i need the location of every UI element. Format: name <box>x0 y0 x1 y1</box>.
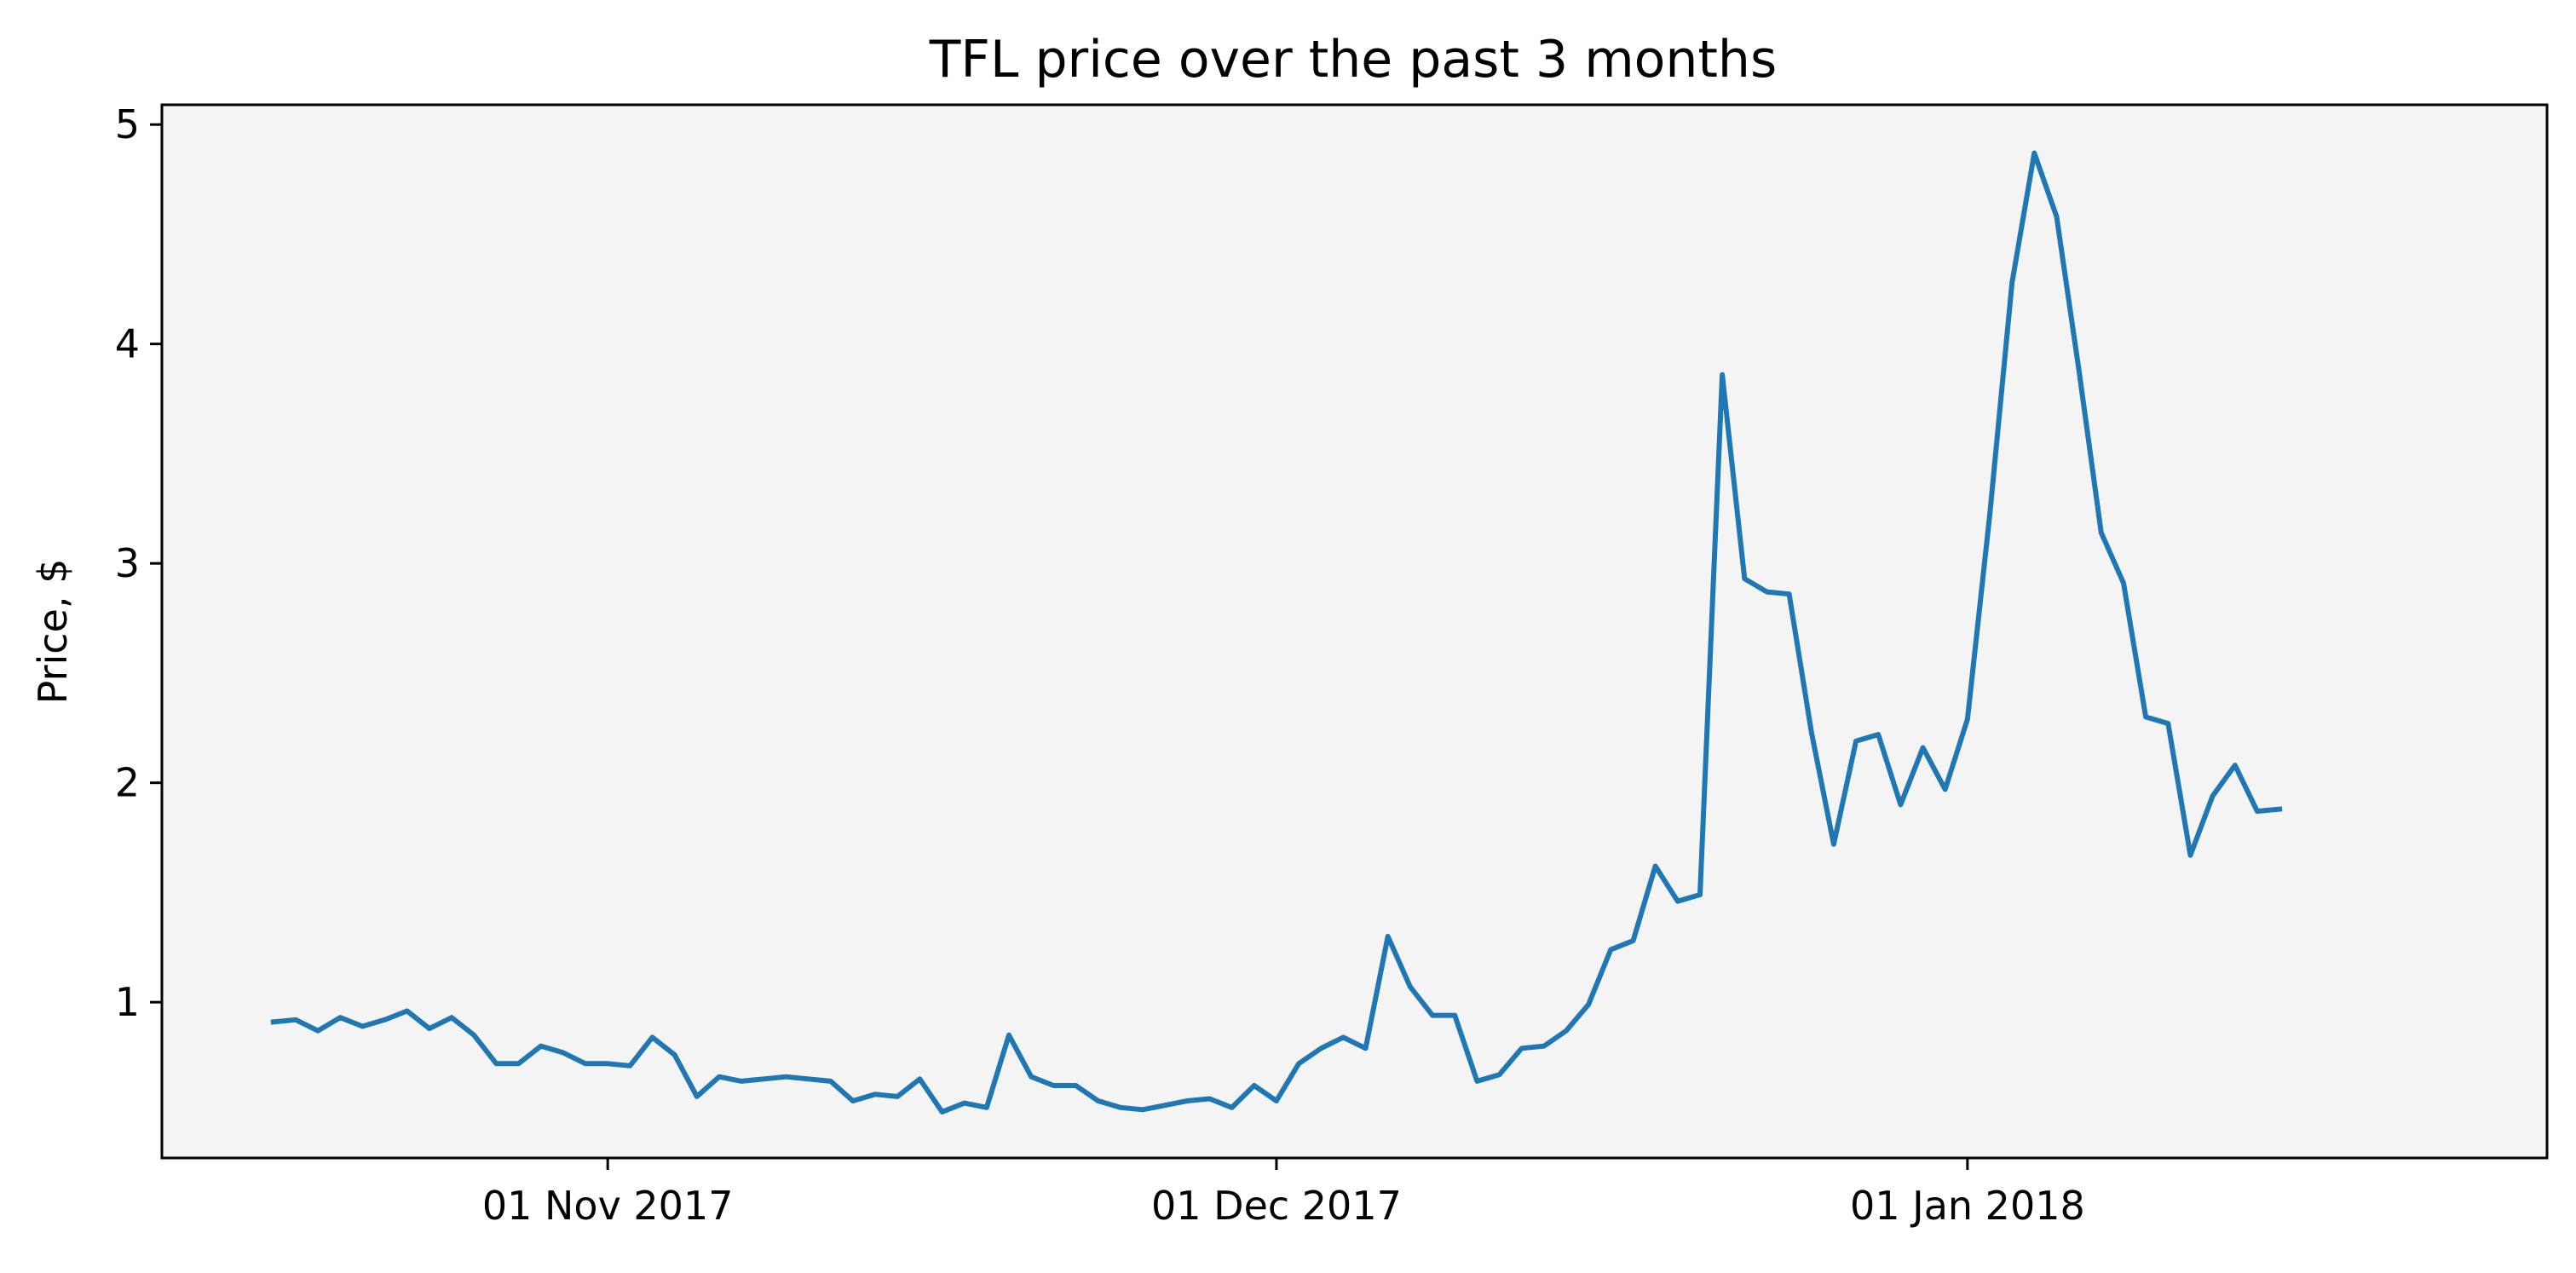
y-tick-label: 4 <box>115 321 140 367</box>
x-tick-label: 01 Nov 2017 <box>482 1183 734 1229</box>
x-tick-label: 01 Jan 2018 <box>1850 1183 2085 1229</box>
y-axis: 1 2 3 4 5 <box>115 101 162 1025</box>
y-tick-label: 1 <box>115 979 140 1025</box>
x-tick-label: 01 Dec 2017 <box>1151 1183 1402 1229</box>
series-line-0 <box>270 150 2283 1115</box>
y-tick-label: 5 <box>115 101 140 147</box>
x-axis: 01 Nov 2017 01 Dec 2017 01 Jan 2018 <box>482 1158 2085 1229</box>
plot-area <box>162 105 2547 1158</box>
y-tick-label: 2 <box>115 760 140 806</box>
y-tick-label: 3 <box>115 540 140 586</box>
series-layer <box>270 150 2283 1115</box>
plot-frame <box>160 103 2549 1160</box>
y-axis-label: Price, $ <box>30 559 76 705</box>
chart-title: TFL price over the past 3 months <box>929 30 1777 89</box>
